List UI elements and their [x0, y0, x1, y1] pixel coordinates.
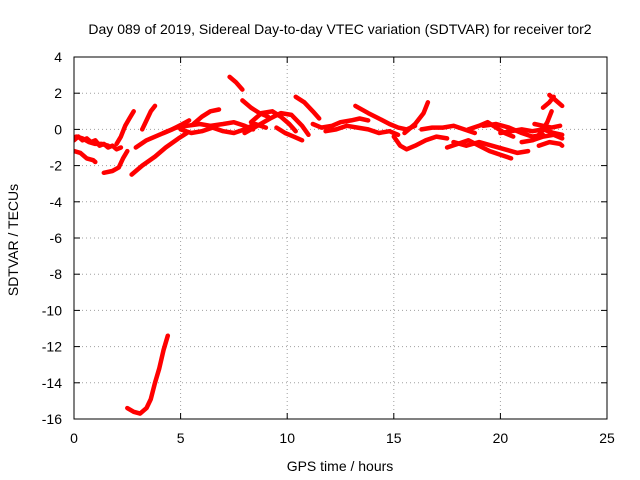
x-tick-label: 5 [177, 430, 185, 446]
y-tick-label: -10 [42, 302, 62, 318]
series-arc-11 [178, 121, 269, 136]
y-tick-label: -4 [50, 194, 63, 210]
axis-ticks [73, 56, 608, 420]
series-arc-32 [536, 139, 565, 148]
x-axis-label: GPS time / hours [287, 458, 394, 474]
series-arc-13 [227, 74, 245, 92]
grid [74, 57, 607, 419]
data-series [74, 74, 565, 416]
series-arc-10 [161, 119, 256, 136]
series-arc-23 [402, 100, 431, 136]
y-tick-label: -12 [42, 339, 62, 355]
series-arc-3 [74, 134, 111, 148]
series-arc-18 [293, 94, 322, 121]
y-tick-labels: 4 2 0 -2 -4 -6 -8 -10 -12 -14 -16 [42, 49, 62, 427]
x-tick-label: 20 [493, 430, 509, 446]
chart-title: Day 089 of 2019, Sidereal Day-to-day VTE… [88, 21, 591, 37]
series-arc-9 [125, 333, 171, 416]
series-arc-2 [74, 148, 98, 165]
y-tick-label: 0 [54, 121, 62, 137]
x-tick-labels: 0 5 10 15 20 25 [70, 430, 615, 446]
y-tick-label: -6 [50, 230, 63, 246]
series-arc-35 [540, 94, 556, 110]
y-axis-label: SDTVAR / TECUs [5, 184, 21, 296]
y-tick-label: -16 [42, 411, 62, 427]
series-arc-24 [419, 123, 478, 136]
series-arc-19 [310, 116, 371, 130]
y-tick-label: 4 [54, 49, 62, 65]
series-arc-7 [129, 130, 190, 177]
x-tick-label: 0 [70, 430, 78, 446]
x-tick-label: 25 [599, 430, 615, 446]
y-tick-label: -14 [42, 375, 62, 391]
x-tick-label: 15 [386, 430, 402, 446]
series-arc-33 [530, 109, 554, 143]
x-tick-label: 10 [279, 430, 295, 446]
series-arc-6 [139, 103, 158, 132]
series-arc-26 [451, 139, 531, 156]
series-arc-4 [101, 148, 130, 176]
series-arc-5 [114, 109, 136, 147]
series-arc-30 [519, 132, 565, 145]
series-arc-17 [274, 125, 305, 143]
y-tick-label: 2 [54, 85, 62, 101]
y-tick-label: -8 [50, 266, 63, 282]
series-arc-20 [323, 123, 401, 138]
series-arc-12 [191, 107, 222, 127]
y-tick-label: -2 [50, 158, 63, 174]
series-arc-16 [242, 110, 311, 138]
series-arc-31 [532, 121, 563, 130]
plot-frame [73, 56, 608, 420]
series-arc-22 [391, 134, 450, 152]
